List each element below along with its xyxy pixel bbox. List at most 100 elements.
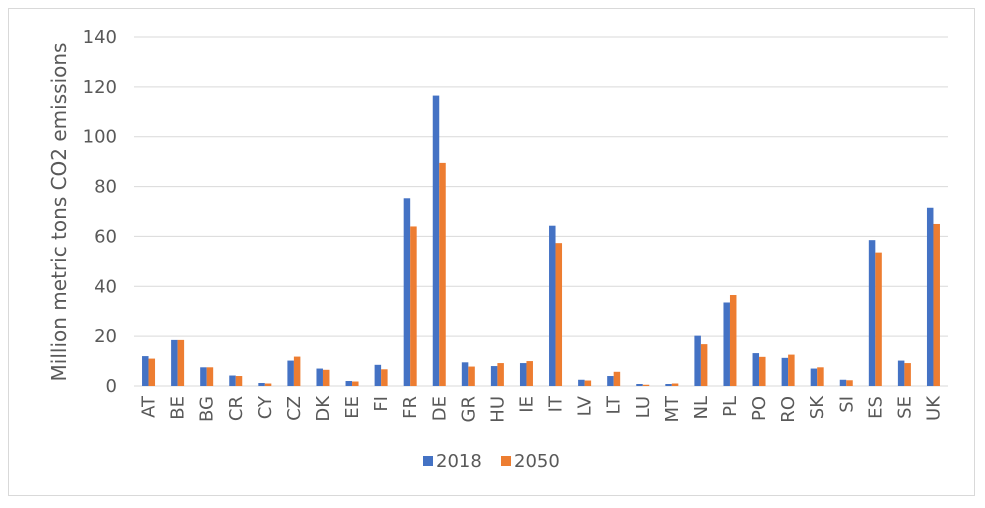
bar-2018-CY	[258, 383, 265, 386]
x-tick-label: RO	[778, 396, 799, 423]
bar-2018-FI	[374, 364, 382, 386]
bar-2050-AT	[148, 358, 156, 386]
x-tick-label: GR	[458, 396, 479, 422]
x-tick-label: LU	[633, 396, 654, 418]
x-axis-ticks: AT BE BG CR CY CZ DK EE FI FR DE GR HU IE IT LV LT LU MT NL…	[139, 395, 945, 423]
x-tick-label: PL	[720, 396, 741, 417]
bar-2018-LU	[636, 384, 643, 386]
bar-2018-GR	[461, 362, 469, 386]
y-tick-label: 40	[94, 276, 117, 297]
y-tick-label: 140	[83, 27, 117, 48]
x-tick-label: CY	[255, 395, 276, 419]
x-tick-label: ES	[865, 396, 886, 419]
bar-2050-FR	[410, 226, 417, 386]
bar-2050-HU	[497, 363, 504, 386]
bar-2018-CR	[229, 375, 236, 386]
y-tick-label: 100	[83, 127, 117, 148]
bar-2018-PL	[723, 302, 730, 386]
bar-2050-SI	[846, 380, 853, 386]
bar-2050-GR	[468, 366, 475, 386]
bar-2018-AT	[142, 356, 149, 386]
y-axis-ticks: 0 20 40 60 80 100 120 140	[83, 27, 117, 397]
x-tick-label: SE	[894, 396, 915, 419]
bar-2018-ES	[868, 240, 876, 386]
bar-2018-BE	[171, 339, 178, 386]
legend-label-2050: 2050	[514, 451, 560, 472]
bar-2018-LT	[607, 376, 614, 386]
x-tick-label: LT	[604, 395, 625, 415]
bar-2018-SK	[810, 368, 818, 386]
bar-2050-SK	[817, 367, 824, 386]
x-tick-label: BG	[197, 396, 218, 422]
bars	[142, 95, 940, 386]
bar-2018-SE	[897, 360, 905, 386]
bar-2050-PO	[759, 356, 766, 386]
legend-swatch-2018	[423, 456, 433, 466]
bar-2018-MT	[665, 384, 672, 386]
x-tick-label: EE	[342, 396, 363, 419]
x-tick-label: CR	[226, 396, 247, 421]
bar-2050-CR	[235, 376, 243, 386]
chart-frame	[8, 8, 975, 496]
bar-2050-DE	[439, 162, 446, 386]
x-tick-label: UK	[923, 395, 944, 421]
bar-2018-FR	[403, 198, 411, 386]
y-tick-label: 0	[106, 376, 117, 397]
y-axis-label: Million metric tons CO2 emissions	[47, 43, 71, 382]
x-tick-label: FR	[400, 396, 421, 419]
bar-2050-BE	[177, 339, 185, 386]
legend-label-2018: 2018	[436, 451, 482, 472]
bar-2018-UK	[926, 207, 934, 386]
bar-2018-NL	[694, 335, 701, 386]
bar-2018-SI	[839, 379, 847, 386]
x-tick-label: HU	[487, 396, 508, 423]
x-tick-label: BE	[168, 396, 189, 420]
y-tick-label: 20	[94, 326, 117, 347]
bar-2018-LV	[578, 379, 585, 386]
bar-2050-ES	[875, 252, 882, 386]
bar-2050-FI	[381, 369, 388, 386]
x-tick-label: LV	[575, 395, 596, 416]
bar-2050-DK	[322, 369, 330, 386]
x-tick-label: SI	[836, 396, 857, 413]
x-tick-label: CZ	[284, 396, 305, 421]
x-tick-label: NL	[691, 396, 712, 420]
bar-2050-MT	[671, 383, 679, 386]
bar-2050-LV	[584, 380, 592, 386]
legend: 2018 2050	[423, 451, 560, 472]
bar-2018-BG	[200, 367, 207, 386]
x-tick-label: DE	[429, 396, 450, 421]
bar-2018-EE	[345, 381, 353, 386]
bar-2050-BG	[206, 367, 214, 386]
bar-2050-CZ	[293, 356, 301, 386]
bar-2018-HU	[490, 366, 498, 386]
x-tick-label: PO	[749, 396, 770, 421]
bar-2018-IE	[519, 363, 527, 386]
bar-2018-DK	[316, 368, 323, 386]
bar-2050-SE	[904, 363, 911, 386]
bar-2050-LT	[613, 371, 621, 386]
y-tick-label: 120	[83, 77, 117, 98]
bar-2050-NL	[700, 344, 708, 386]
x-tick-label: DK	[313, 395, 334, 422]
gridlines	[134, 36, 948, 387]
bar-2018-PO	[752, 353, 760, 386]
x-tick-label: FI	[371, 396, 392, 412]
bar-2050-LU	[642, 384, 650, 386]
bar-2050-EE	[352, 381, 359, 386]
y-tick-label: 80	[94, 177, 117, 198]
bar-2050-IT	[555, 243, 563, 386]
x-tick-label: SK	[807, 395, 828, 419]
x-tick-label: IT	[546, 395, 567, 412]
bar-2018-DE	[432, 95, 440, 386]
bar-2018-IT	[549, 225, 556, 386]
bar-2050-CY	[264, 383, 272, 386]
bar-2018-RO	[781, 357, 789, 386]
y-tick-label: 60	[94, 226, 117, 247]
bar-2050-PL	[729, 295, 737, 386]
bar-2050-IE	[526, 361, 533, 386]
bar-2018-CZ	[287, 360, 294, 386]
x-tick-label: AT	[139, 395, 160, 418]
x-tick-label: IE	[516, 396, 537, 413]
